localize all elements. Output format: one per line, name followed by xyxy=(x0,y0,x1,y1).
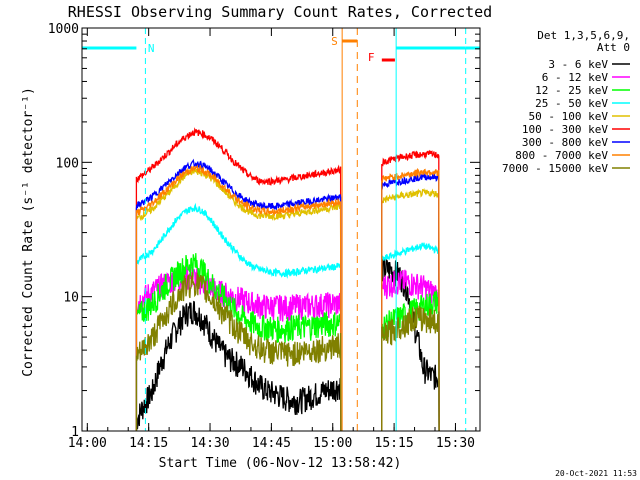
y-tick-label: 100 xyxy=(56,156,79,171)
series-line xyxy=(381,305,440,432)
y-axis-label: Corrected Count Rate (s⁻¹ detector⁻¹) xyxy=(21,87,36,377)
legend-label: 7000 - 15000 keV xyxy=(502,162,608,175)
axes: 14:00 14:15 14:30 14:45 15:00 15:15 15:30 1 10 10… xyxy=(48,22,481,451)
legend-label: 25 - 50 keV xyxy=(535,97,608,110)
y-tick-label: 1000 xyxy=(48,22,79,37)
annotation-label: S xyxy=(331,35,338,48)
series-line xyxy=(381,269,440,432)
legend-label: 800 - 7000 keV xyxy=(515,149,608,162)
legend-header: Att 0 xyxy=(597,41,630,54)
x-tick-label: 14:15 xyxy=(129,436,168,451)
series-line xyxy=(135,300,342,432)
series-line xyxy=(135,158,342,432)
footer-date: 20-Oct-2021 11:53 xyxy=(555,469,637,478)
series-line xyxy=(135,164,342,432)
series-line xyxy=(381,149,440,432)
axes-frame xyxy=(81,27,481,432)
legend-label: 6 - 12 keV xyxy=(542,71,609,84)
x-tick-label: 15:15 xyxy=(375,436,414,451)
legend-label: 50 - 100 keV xyxy=(529,110,609,123)
series-line xyxy=(135,253,342,432)
series-line xyxy=(381,167,440,432)
legend-label: 100 - 300 keV xyxy=(522,123,608,136)
plot-area xyxy=(135,127,440,432)
series-line xyxy=(135,202,342,432)
y-tick-label: 1 xyxy=(71,425,79,440)
series-line xyxy=(135,127,342,432)
chart-title: RHESSI Observing Summary Count Rates, Co… xyxy=(68,3,492,21)
annotation-label: F xyxy=(368,51,375,64)
legend-header: Det 1,3,5,6,9, xyxy=(537,29,630,42)
x-tick-label: 15:30 xyxy=(436,436,475,451)
x-tick-label: 15:00 xyxy=(313,436,352,451)
series-line xyxy=(381,242,440,432)
x-axis-label: Start Time (06-Nov-12 13:58:42) xyxy=(159,456,402,471)
x-tick-label: 14:45 xyxy=(252,436,291,451)
legend-label: 300 - 800 keV xyxy=(522,136,608,149)
legend-label: 3 - 6 keV xyxy=(548,58,608,71)
series-line xyxy=(135,168,342,432)
annotation-label: N xyxy=(148,42,155,55)
x-tick-label: 14:30 xyxy=(190,436,229,451)
legend-label: 12 - 25 keV xyxy=(535,84,608,97)
series-line xyxy=(381,290,440,432)
x-tick-label: 14:00 xyxy=(68,436,107,451)
y-tick-label: 10 xyxy=(63,291,79,306)
series-line xyxy=(381,188,440,432)
overlay-markers: N S F xyxy=(82,28,480,431)
series-line xyxy=(135,272,342,432)
